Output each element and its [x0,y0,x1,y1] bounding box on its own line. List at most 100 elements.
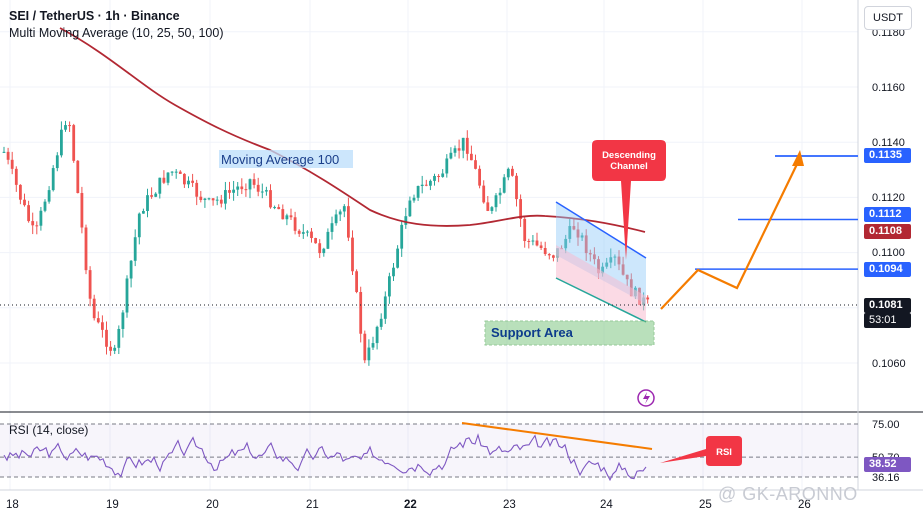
candle-body-52 [215,199,219,201]
candle-body-79 [326,231,330,249]
candle-body-54 [224,190,227,204]
candle-body-13 [55,155,59,169]
candle-body-88 [363,333,367,361]
candle-body-134 [552,255,555,258]
candle-body-62 [256,184,260,192]
candle-body-109 [449,152,453,159]
price-tag-0-1094: 0.1094 [864,262,911,277]
candle-body-157 [646,297,650,300]
candle-body-83 [342,206,346,212]
candle-body-11 [47,190,51,202]
candle-body-65 [269,190,272,208]
candle-body-89 [367,347,371,361]
candle-body-87 [359,292,363,334]
rsi-title: RSI (14, close) [9,423,89,437]
rsi-tick-0: 75.00 [872,419,900,431]
candle-body-146 [601,266,604,274]
candle-body-108 [445,158,449,174]
time-label-20: 20 [206,499,219,511]
candle-body-141 [580,235,584,238]
candle-body-145 [597,259,600,274]
candle-body-102 [420,184,424,187]
candle-body-93 [383,296,387,319]
candle-body-27 [113,347,117,351]
symbol-title: SEI / TetherUS · 1h · Binance [9,9,180,23]
candle-body-24 [101,322,104,330]
rsi-callout-label: RSI [716,447,732,458]
candle-body-129 [531,240,535,242]
candle-body-41 [170,171,174,173]
candle-body-3 [14,168,18,185]
candle-body-151 [621,264,625,275]
candle-body-39 [162,177,166,183]
candle-body-40 [166,172,170,183]
candle-body-81 [334,214,338,224]
candle-body-133 [547,254,551,256]
candle-body-72 [297,230,301,234]
channel-callout-bubble [592,140,666,260]
time-label-22: 22 [404,499,417,511]
channel-upper-zone [556,202,646,304]
candle-body-59 [244,189,248,191]
candle-body-33 [137,213,141,238]
candle-body-32 [133,237,137,261]
channel-callout-line2: Channel [610,161,647,172]
candle-body-8 [35,225,39,227]
candle-body-22 [92,298,96,319]
candle-body-20 [84,227,88,271]
candle-body-150 [617,256,621,265]
candle-body-74 [306,231,309,233]
time-label-21: 21 [306,499,319,511]
price-tick-0.1160: 0.1160 [872,82,905,94]
projection-path [660,157,801,310]
price-tag-ma100: 0.1108 [864,224,911,239]
candle-body-120 [494,195,498,208]
candle-body-110 [453,148,457,153]
candle-body-49 [203,198,207,200]
candle-body-112 [461,137,465,151]
candle-body-106 [437,175,440,177]
candle-body-142 [584,235,588,254]
candle-body-2 [10,159,14,169]
candle-body-17 [72,125,76,161]
candle-body-82 [338,211,342,215]
candle-body-31 [129,260,133,279]
candle-body-139 [572,226,576,230]
support-area-label: Support Area [491,325,574,340]
projection-arrowhead [792,150,804,166]
candle-body-78 [322,248,326,254]
candle-body-101 [416,186,420,198]
price-tick-0.1100: 0.1100 [872,247,905,259]
alert-icon [637,389,655,407]
candle-body-76 [314,238,317,244]
candle-body-123 [506,168,510,178]
candle-body-47 [195,182,199,197]
candle-body-84 [347,206,350,238]
candle-body-25 [105,329,108,347]
time-label-25: 25 [699,499,712,511]
currency-button[interactable]: USDT [864,6,912,30]
candle-body-10 [43,201,47,211]
candle-body-116 [478,168,481,186]
candle-body-63 [260,191,264,193]
candle-body-71 [293,217,297,231]
candle-body-58 [240,186,244,190]
candle-body-43 [178,171,182,174]
candle-body-26 [109,346,112,351]
chart-title-block: SEI / TetherUS · 1h · Binance Multi Movi… [9,8,223,42]
channel-top-line [555,201,647,259]
candle-body-85 [351,237,354,272]
candle-body-152 [625,274,629,280]
time-label-24: 24 [600,499,613,511]
candle-body-68 [281,209,285,220]
candle-body-86 [355,271,358,293]
candle-body-114 [470,153,473,161]
candle-body-44 [183,173,186,185]
price-tick-0.1060: 0.1060 [872,358,906,370]
candle-body-130 [535,240,539,246]
candle-body-90 [371,343,375,348]
candle-body-18 [76,160,80,194]
candle-body-115 [474,160,477,169]
candle-body-119 [490,207,494,211]
